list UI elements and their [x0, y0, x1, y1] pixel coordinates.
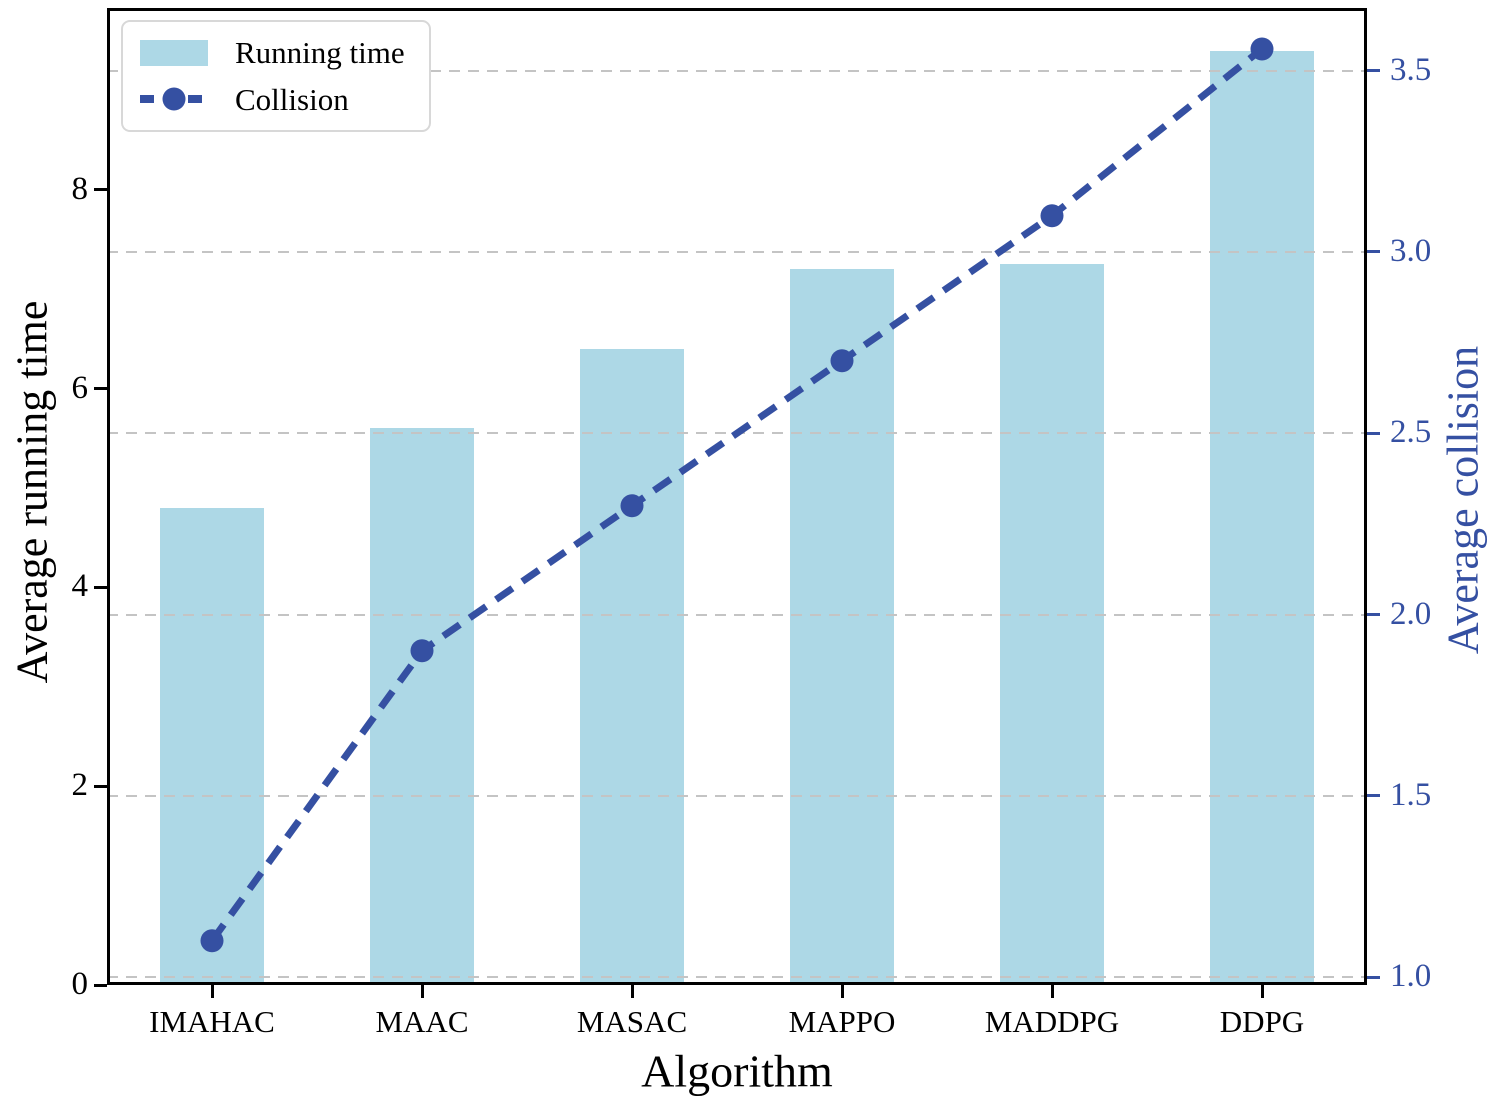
running-time-bar: [790, 269, 894, 985]
x-axis-tick-label: MASAC: [576, 1004, 688, 1039]
running-time-bar: [1210, 50, 1314, 985]
y-axis-right-tick-label: 3.5: [1390, 51, 1432, 88]
x-axis-tick-mark: [630, 985, 634, 998]
x-axis-tick-label: MADDPG: [984, 1004, 1120, 1039]
x-axis-tick-mark: [1260, 985, 1264, 998]
legend-item-label: Running time: [235, 35, 405, 70]
gridline: [107, 613, 1367, 616]
legend-item-label: Collision: [235, 81, 349, 117]
running-time-bar: [370, 428, 474, 985]
y-axis-right-tick-mark: [1367, 975, 1380, 979]
running-time-swatch-icon: [140, 39, 208, 66]
y-axis-right-tick-label: 1.5: [1390, 776, 1432, 813]
x-axis-tick-mark: [420, 985, 424, 998]
legend: Running time Collision: [121, 20, 431, 133]
legend-key: [139, 39, 209, 67]
y-axis-right-tick-label: 2.0: [1390, 595, 1432, 632]
legend-key: [139, 85, 209, 113]
y-axis-left-tick-mark: [94, 983, 107, 987]
collision-line: [209, 46, 1265, 943]
y-axis-left-tick-label: 4: [71, 568, 89, 605]
y-axis-left-tick-label: 2: [71, 766, 89, 803]
y-axis-left-tick-mark: [94, 387, 107, 391]
y-axis-right-tick-label: 1.0: [1390, 957, 1432, 994]
x-axis-tick-label: MAAC: [375, 1004, 469, 1039]
y-axis-left-tick-label: 6: [71, 369, 89, 406]
running-time-bar: [580, 348, 684, 985]
running-time-bar: [160, 507, 264, 985]
collision-marker: [830, 349, 854, 373]
y-axis-left-tick-mark: [94, 188, 107, 192]
collision-marker: [200, 929, 224, 953]
legend-item-running-time: Running time: [139, 35, 405, 71]
plot-area: Running time Collision: [107, 8, 1367, 985]
x-axis-tick-label: DDPG: [1219, 1004, 1305, 1039]
collision-marker: [410, 639, 434, 663]
running-time-bar: [1000, 264, 1104, 985]
x-axis-title: Algorithm: [641, 1045, 833, 1097]
legend-item-collision: Collision: [139, 82, 405, 118]
y-axis-right-tick-mark: [1367, 613, 1380, 616]
y-axis-left-tick-label: 0: [71, 965, 89, 1002]
gridline: [107, 794, 1367, 797]
y-axis-left-tick-mark: [94, 585, 107, 589]
gridline: [107, 250, 1367, 253]
x-axis-tick-label: IMAHAC: [149, 1004, 275, 1039]
y-axis-right-title: Average collision: [1438, 345, 1488, 655]
collision-line-sample-icon: [140, 87, 208, 111]
gridline: [107, 69, 1367, 72]
x-axis-tick-label: MAPPO: [788, 1004, 896, 1039]
collision-marker: [1040, 204, 1064, 228]
x-axis-tick-mark: [1050, 985, 1054, 998]
y-axis-right-tick-label: 3.0: [1390, 232, 1432, 269]
y-axis-right-tick-mark: [1367, 794, 1380, 798]
y-axis-left-tick-mark: [94, 784, 107, 788]
y-axis-right-tick-mark: [1367, 431, 1380, 435]
collision-marker: [620, 494, 644, 518]
collision-line-layer: [200, 37, 1274, 953]
y-axis-left-tick-label: 8: [71, 170, 89, 207]
gridline: [107, 976, 1367, 979]
y-axis-right-tick-mark: [1367, 69, 1380, 73]
y-axis-right-tick-mark: [1367, 250, 1380, 254]
x-axis-tick-mark: [840, 985, 844, 998]
y-axis-right-tick-label: 2.5: [1390, 413, 1432, 450]
x-axis-tick-mark: [210, 985, 214, 998]
y-axis-left-title: Average running time: [7, 300, 57, 684]
collision-marker: [1250, 37, 1274, 61]
